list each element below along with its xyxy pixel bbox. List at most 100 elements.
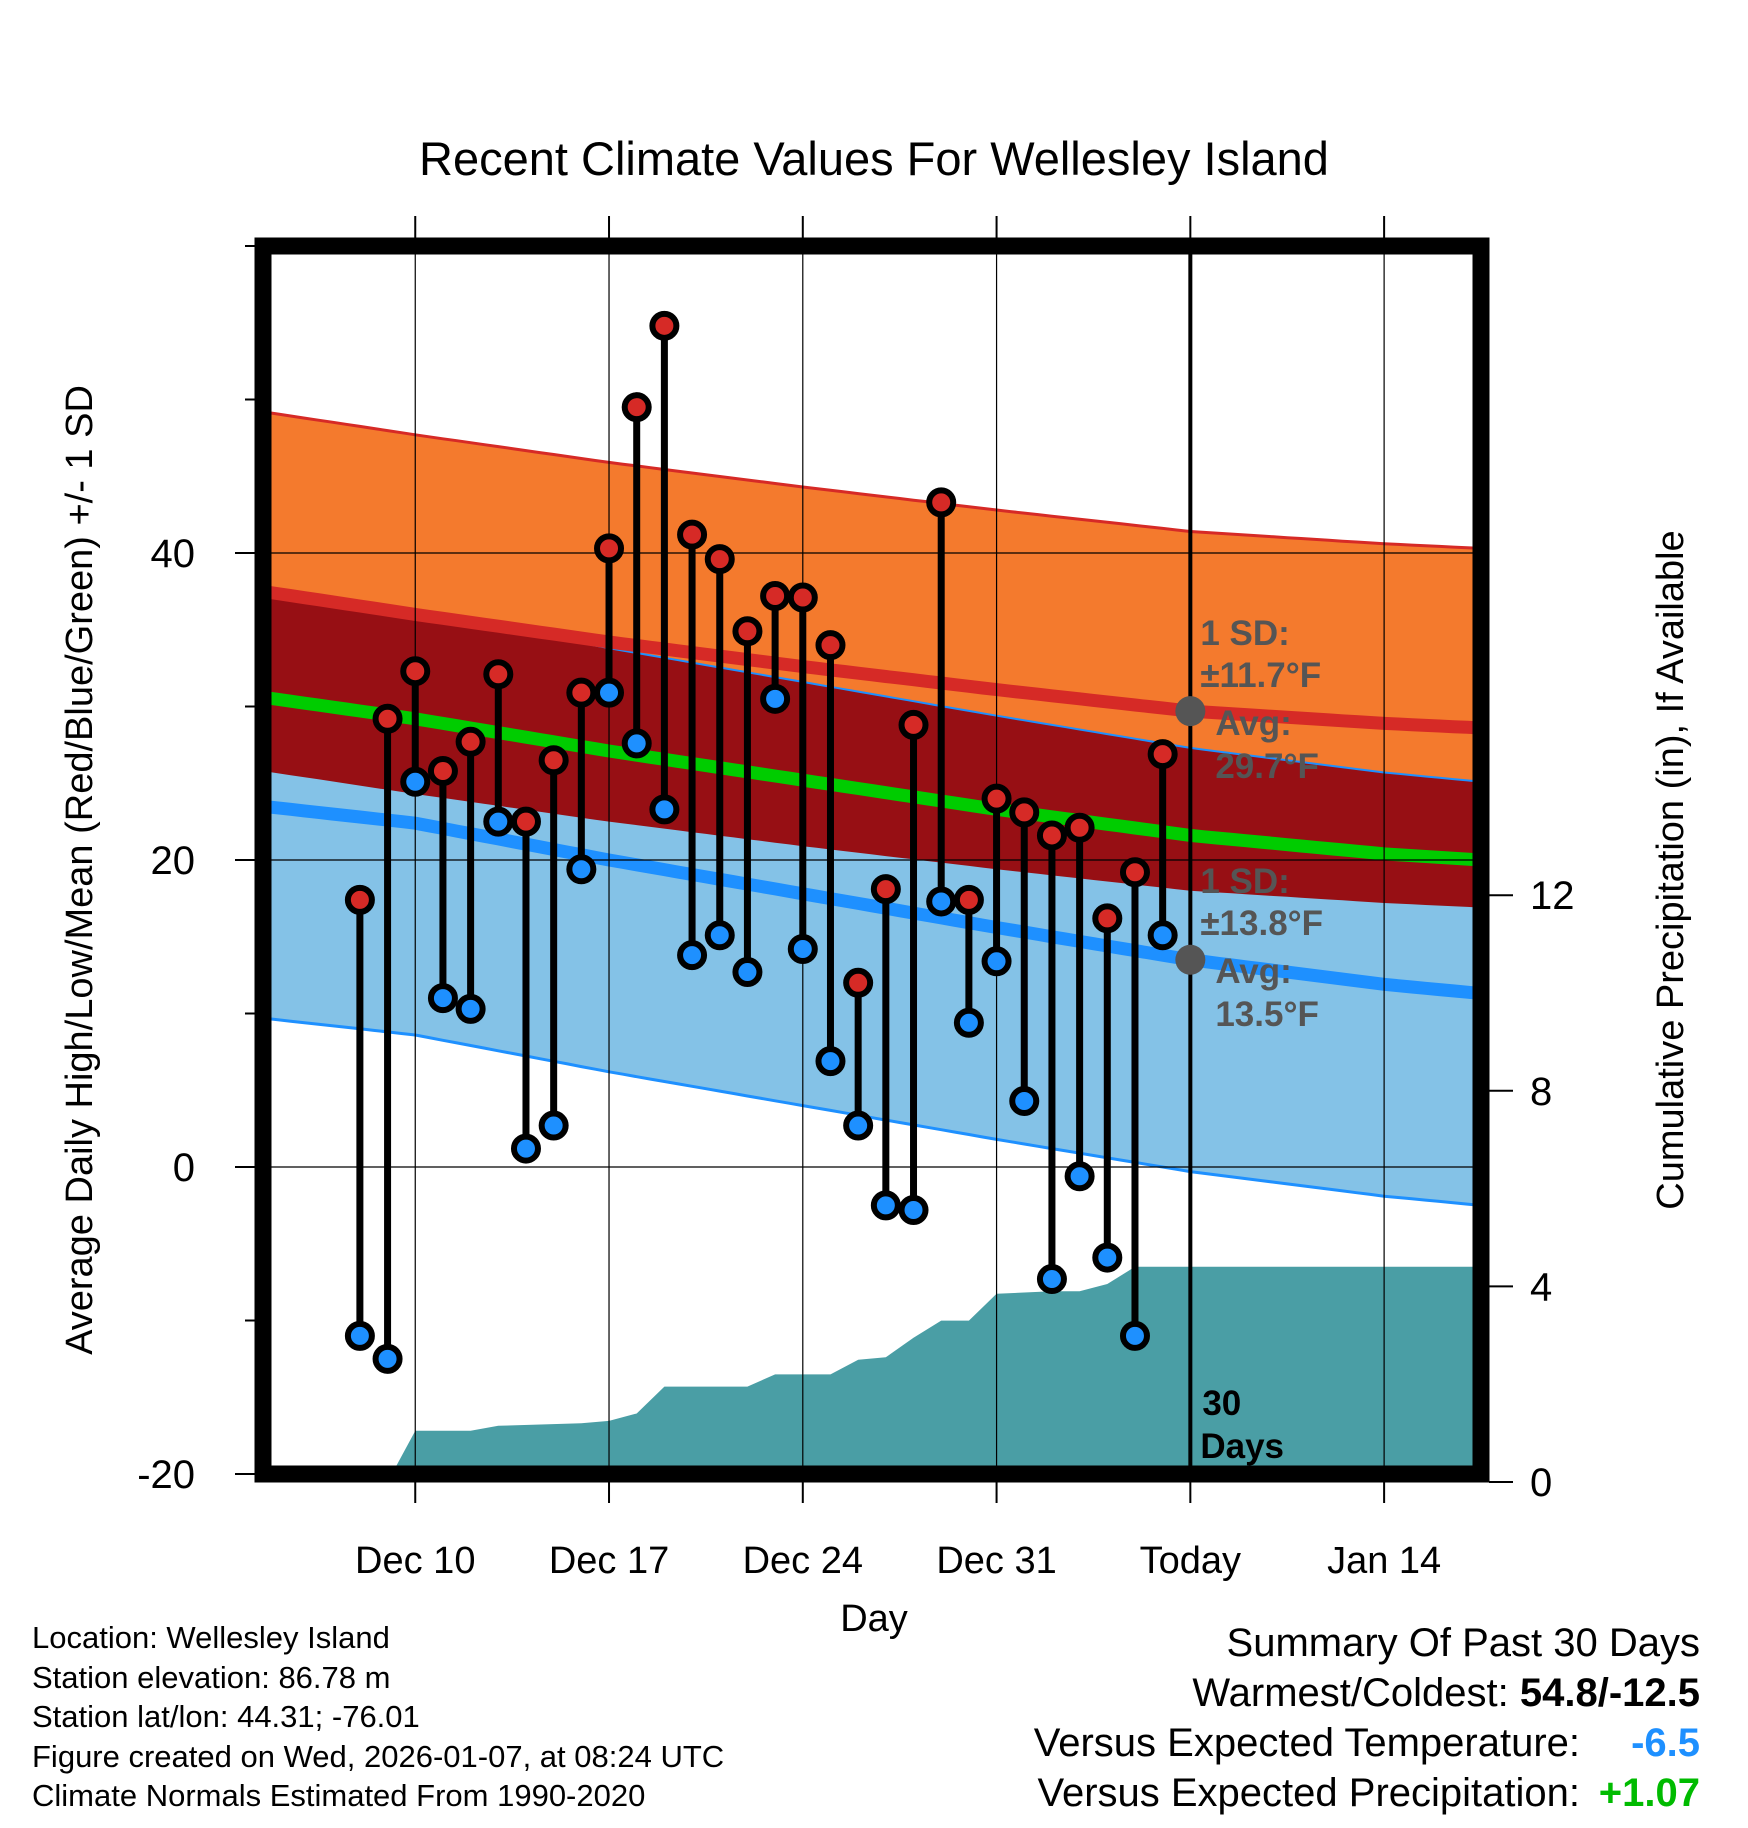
- created-text: Figure created on Wed, 2026-01-07, at 08…: [32, 1738, 725, 1774]
- daily-low-marker: [566, 854, 597, 885]
- daily-low-marker: [483, 806, 514, 837]
- daily-low-marker: [1036, 1264, 1067, 1295]
- summary-panel: Summary Of Past 30 Days Warmest/Coldest:…: [1034, 1618, 1700, 1818]
- daily-high-marker: [926, 487, 957, 518]
- daily-low-marker: [1147, 920, 1178, 951]
- window-label-number: 30: [1202, 1384, 1241, 1423]
- y-axis-label: Average Daily High/Low/Mean (Red/Blue/Gr…: [59, 385, 101, 1355]
- summary-warm-cold: Warmest/Coldest: 54.8/-12.5: [1034, 1668, 1700, 1718]
- daily-low-marker: [870, 1190, 901, 1221]
- daily-high-marker: [483, 659, 514, 690]
- y-tick-label: 0: [173, 1146, 195, 1190]
- daily-low-marker: [344, 1320, 375, 1351]
- daily-low-marker: [898, 1194, 929, 1225]
- daily-low-marker: [1009, 1085, 1040, 1116]
- high-sd-label: 1 SD:: [1200, 614, 1289, 653]
- y2-axis-label: Cumulative Precipitation (in), If Availa…: [1650, 530, 1692, 1209]
- daily-low-marker: [372, 1343, 403, 1374]
- daily-high-marker: [372, 703, 403, 734]
- daily-low-marker: [1119, 1320, 1150, 1351]
- daily-low-marker: [455, 993, 486, 1024]
- temp-value: -6.5: [1631, 1721, 1700, 1765]
- daily-high-marker: [400, 656, 431, 687]
- precip-value: +1.07: [1598, 1771, 1700, 1815]
- daily-high-marker: [953, 884, 984, 915]
- daily-low-marker: [760, 683, 791, 714]
- daily-low-marker: [926, 886, 957, 917]
- y-tick-label: 40: [151, 532, 196, 576]
- high-avg-line: [263, 584, 1481, 735]
- daily-high-marker: [538, 745, 569, 776]
- daily-low-marker: [1092, 1242, 1123, 1273]
- daily-low-marker: [1064, 1161, 1095, 1192]
- daily-high-marker: [760, 580, 791, 611]
- daily-high-marker: [787, 582, 818, 613]
- x-tick-label: Dec 17: [549, 1540, 669, 1582]
- daily-high-marker: [843, 967, 874, 998]
- daily-low-marker: [649, 794, 680, 825]
- warm-cold-label: Warmest/Coldest:: [1192, 1671, 1520, 1715]
- daily-high-marker: [1119, 857, 1150, 888]
- daily-high-marker: [1009, 797, 1040, 828]
- daily-high-marker: [649, 310, 680, 341]
- daily-high-marker: [704, 544, 735, 575]
- low-avg-line: [263, 799, 1481, 1000]
- daily-high-marker: [427, 755, 458, 786]
- high-avg-label: Avg:: [1215, 704, 1291, 743]
- summary-title: Summary Of Past 30 Days: [1226, 1621, 1700, 1665]
- daily-low-marker: [787, 934, 818, 965]
- high-sd-value: ±11.7°F: [1200, 656, 1321, 695]
- high-avg-value: 29.7°F: [1215, 747, 1319, 786]
- daily-high-marker: [1064, 812, 1095, 843]
- x-tick-label: Dec 24: [743, 1540, 863, 1582]
- low-sd-value: ±13.8°F: [1200, 904, 1323, 943]
- daily-high-marker: [870, 874, 901, 905]
- low-avg-value: 13.5°F: [1215, 995, 1319, 1034]
- daily-high-marker: [1036, 820, 1067, 851]
- summary-temp: Versus Expected Temperature: -6.5: [1034, 1718, 1700, 1768]
- daily-high-marker: [1092, 903, 1123, 934]
- daily-low-marker: [538, 1110, 569, 1141]
- daily-high-marker: [510, 806, 541, 837]
- y2-tick-label: 8: [1530, 1070, 1552, 1114]
- daily-low-marker: [981, 946, 1012, 977]
- window-label-text: Days: [1200, 1427, 1284, 1466]
- daily-high-marker: [1147, 739, 1178, 770]
- daily-low-marker: [677, 940, 708, 971]
- precip-area: [391, 1266, 1481, 1474]
- daily-high-marker: [677, 519, 708, 550]
- daily-low-marker: [732, 957, 763, 988]
- x-axis-label: Day: [840, 1598, 908, 1640]
- x-tick-label: Today: [1140, 1540, 1241, 1582]
- daily-high-marker: [898, 709, 929, 740]
- daily-high-marker: [621, 392, 652, 423]
- daily-high-marker: [594, 533, 625, 564]
- y2-tick-label: 4: [1530, 1265, 1552, 1309]
- high-sd-upper-line: [263, 410, 1481, 550]
- daily-low-marker: [704, 920, 735, 951]
- y-tick-label: 20: [151, 839, 196, 883]
- x-tick-label: Jan 14: [1327, 1540, 1441, 1582]
- daily-high-marker: [455, 726, 486, 757]
- low-avg-label: Avg:: [1215, 952, 1291, 991]
- low-sd-lower-line: [263, 1016, 1481, 1207]
- normals-text: Climate Normals Estimated From 1990-2020: [32, 1778, 646, 1813]
- daily-low-marker: [510, 1133, 541, 1164]
- latlon-text: Station lat/lon: 44.31; -76.01: [32, 1699, 420, 1734]
- location-text: Location: Wellesley Island: [32, 1620, 390, 1655]
- precip-label: Versus Expected Precipitation:: [1037, 1771, 1580, 1815]
- daily-low-marker: [621, 728, 652, 759]
- y2-tick-label: 12: [1530, 874, 1575, 918]
- daily-low-marker: [815, 1046, 846, 1077]
- y2-tick-label: 0: [1530, 1461, 1552, 1505]
- station-info: Location: Wellesley Island Station eleva…: [32, 1618, 724, 1816]
- daily-high-marker: [566, 677, 597, 708]
- daily-high-marker: [344, 884, 375, 915]
- y-tick-label: -20: [137, 1453, 195, 1497]
- low-sd-label: 1 SD:: [1200, 862, 1289, 901]
- elevation-text: Station elevation: 86.78 m: [32, 1659, 391, 1695]
- chart-title: Recent Climate Values For Wellesley Isla…: [419, 132, 1329, 185]
- plot-frame: [254, 237, 1490, 1483]
- daily-low-marker: [953, 1007, 984, 1038]
